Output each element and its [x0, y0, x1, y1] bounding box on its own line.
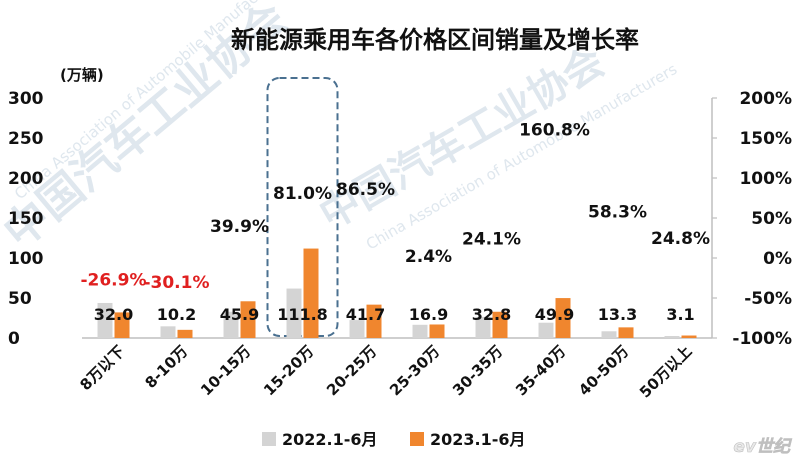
x-axis-ticks: 8万以下 8-10万 10-15万 15-20万 20-25万 25-30万 30-35万 3…: [76, 342, 695, 401]
y-axis-ticks: 0 50 100 150 200 250 300: [8, 89, 44, 349]
growth-label: 58.3%: [588, 202, 647, 222]
x-tick-label: 20-25万: [323, 342, 380, 399]
value-label: 45.9: [220, 305, 259, 324]
legend-swatch: [410, 432, 424, 446]
x-tick-label: 40-50万: [575, 342, 632, 399]
y-tick-label: 200: [8, 169, 44, 189]
bar-2022: [223, 311, 239, 338]
value-label: 13.3: [598, 305, 637, 324]
bar-2022: [160, 326, 176, 338]
y-tick-label: 250: [8, 129, 44, 149]
growth-label: -26.9%: [80, 271, 146, 291]
legend: 2022.1-6月 2023.1-6月: [262, 430, 526, 449]
value-label: 3.1: [666, 305, 694, 324]
growth-label: 81.0%: [273, 184, 332, 204]
bar-2022: [412, 324, 428, 338]
growth-label: 2.4%: [405, 247, 452, 267]
y-tick-label: 300: [8, 89, 44, 109]
bar-2022: [664, 336, 680, 338]
value-label: 10.2: [157, 305, 196, 324]
bar-2022: [475, 316, 491, 338]
bar-2023: [618, 327, 634, 338]
brand-watermark: ev世纪: [733, 437, 792, 457]
value-label: 16.9: [409, 305, 448, 324]
x-tick-label: 15-20万: [260, 342, 317, 399]
highlight-box-layer: [266, 77, 339, 337]
growth-label: 24.8%: [651, 229, 710, 249]
bar-2022: [349, 320, 365, 338]
bar-2022: [286, 288, 302, 338]
value-label: 32.0: [94, 305, 133, 324]
y-tick-label: 0: [8, 329, 20, 349]
x-tick-label: 25-30万: [386, 342, 443, 399]
value-label: 41.7: [346, 305, 385, 324]
y2-tick-label: 200%: [739, 89, 792, 109]
x-tick-label: 35-40万: [512, 342, 569, 399]
chart-title: 新能源乘用车各价格区间销量及增长率: [231, 26, 639, 54]
y-axis-unit: (万辆): [60, 66, 104, 84]
bar-2022: [601, 331, 617, 338]
growth-label: 86.5%: [336, 180, 395, 200]
y2-axis-ticks: -100% -50% 0% 50% 100% 150% 200%: [712, 89, 792, 349]
growth-label: 24.1%: [462, 230, 521, 250]
y2-tick-label: 50%: [751, 209, 792, 229]
legend-label: 2022.1-6月: [282, 430, 378, 449]
growth-label: 39.9%: [210, 217, 269, 237]
bar-2023: [555, 298, 571, 338]
bar-2023: [366, 304, 382, 338]
y2-tick-label: 150%: [739, 129, 792, 149]
growth-labels: -26.9%-30.1% 39.9%81.0% 86.5% 2.4% 24.1% 160.…: [80, 120, 710, 293]
bar-2023: [429, 324, 445, 338]
y2-tick-label: 0%: [763, 249, 792, 269]
bar-2022: [538, 322, 554, 338]
x-tick-label: 8万以下: [76, 342, 128, 394]
y-tick-label: 150: [8, 209, 44, 229]
y2-tick-label: -50%: [744, 289, 792, 309]
value-label: 111.8: [277, 305, 328, 324]
bars: [97, 248, 697, 338]
legend-label: 2023.1-6月: [430, 430, 526, 449]
bar-2023: [303, 248, 319, 338]
bar-2023: [681, 335, 697, 338]
x-tick-label: 50万以上: [636, 342, 695, 401]
y2-tick-label: -100%: [732, 329, 792, 349]
y-tick-label: 100: [8, 249, 44, 269]
bar-2023: [114, 312, 130, 338]
y2-tick-label: 100%: [739, 169, 792, 189]
legend-swatch: [262, 432, 276, 446]
bar-2022: [97, 302, 113, 338]
x-tick-label: 8-10万: [141, 342, 191, 392]
highlight-box: [266, 77, 339, 337]
value-labels: 32.0 10.2 45.9 111.8 41.7 16.9 32.8 49.9 13.3 3.1: [94, 305, 695, 324]
bar-2023: [492, 311, 508, 338]
bar-2023: [240, 301, 256, 338]
value-label: 32.8: [472, 305, 511, 324]
x-tick-label: 30-35万: [449, 342, 506, 399]
y-tick-label: 50: [8, 289, 32, 309]
bar-2023: [177, 329, 193, 338]
growth-label: -30.1%: [143, 273, 209, 293]
x-tick-label: 10-15万: [197, 342, 254, 399]
growth-label: 160.8%: [519, 120, 590, 140]
value-label: 49.9: [535, 305, 574, 324]
